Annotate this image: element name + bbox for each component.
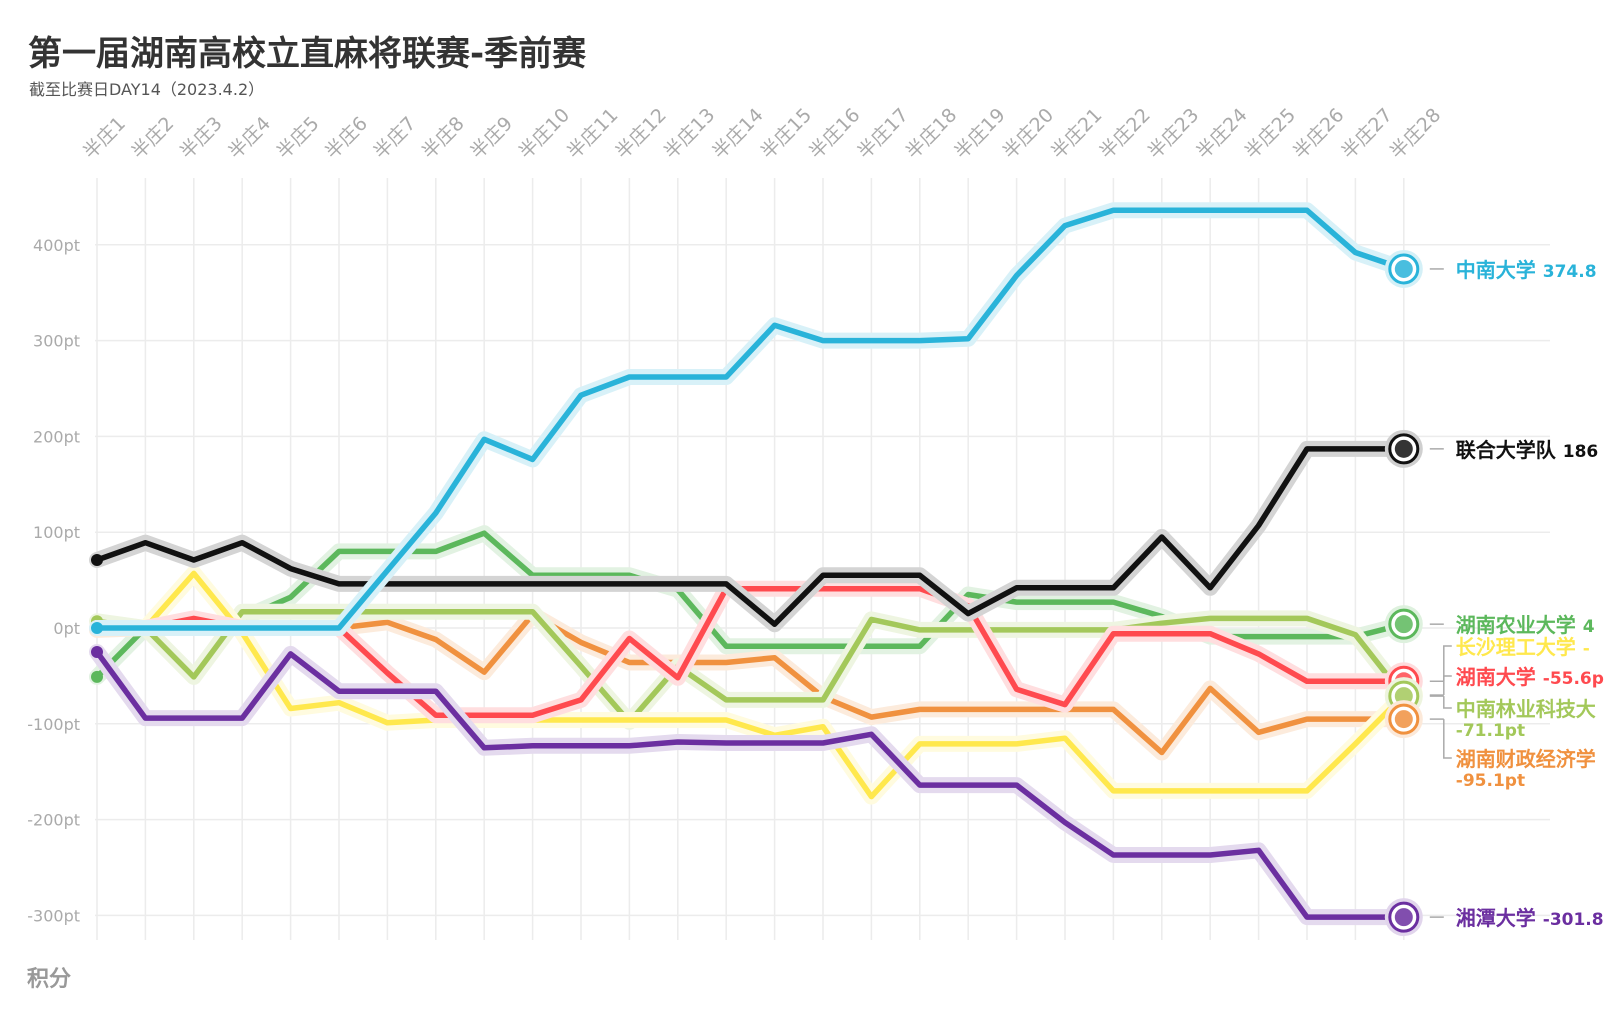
series-line-1: [94, 207, 1407, 631]
series-start-point: [91, 622, 103, 634]
x-tick-label: 半庄21: [1047, 104, 1107, 164]
x-tick-label: 半庄23: [1144, 104, 1204, 164]
x-tick-label: 半庄8: [418, 113, 469, 164]
y-tick-label: -100pt: [27, 715, 80, 734]
x-tick-label: 半庄2: [127, 113, 178, 164]
x-tick-label: 半庄27: [1337, 104, 1397, 164]
series-end-label: 湖南大学 -55.6p: [1456, 665, 1604, 689]
series-line-8: [94, 649, 1407, 920]
series-line-4: [94, 570, 1407, 800]
x-tick-label: 半庄1: [79, 113, 130, 164]
series-end-label: 湖南财政经济学: [1456, 747, 1596, 771]
x-tick-label: 半庄13: [660, 104, 720, 164]
series-end-label: 联合大学队 186: [1456, 438, 1598, 462]
y-tick-label: -200pt: [27, 811, 80, 830]
label-connector: [1443, 675, 1452, 682]
series-end-value: -95.1pt: [1456, 771, 1525, 791]
series-end-label: 湖南农业大学 4: [1456, 613, 1595, 637]
x-tick-label: 半庄9: [466, 113, 517, 164]
series-end-logo-center: [1394, 615, 1413, 634]
series-end-value: -71.1pt: [1456, 721, 1525, 741]
x-tick-label: 半庄17: [853, 104, 913, 164]
x-tick-label: 半庄25: [1241, 104, 1301, 164]
series-end-label: 湘潭大学 -301.8: [1456, 906, 1604, 930]
x-tick-label: 半庄5: [273, 113, 324, 164]
x-tick-label: 半庄22: [1095, 104, 1155, 164]
x-tick-label: 半庄14: [708, 104, 768, 164]
x-tick-label: 半庄15: [757, 104, 817, 164]
series-end-label: 中南林业科技大: [1456, 697, 1596, 721]
series-lines: [89, 202, 1412, 926]
series-end-logo-center: [1394, 908, 1413, 927]
x-tick-label: 半庄10: [515, 104, 575, 164]
y-tick-label: 100pt: [33, 523, 80, 542]
series-end-logo-center: [1394, 710, 1413, 729]
series-line-6: [94, 608, 1407, 725]
series-start-point: [91, 645, 103, 658]
y-tick-label: 300pt: [33, 332, 80, 351]
x-tick-label: 半庄12: [611, 104, 671, 164]
y-tick-label: 200pt: [33, 427, 80, 446]
x-tick-label: 半庄24: [1192, 104, 1252, 164]
chart-title: 第一届湖南高校立直麻将联赛-季前赛: [28, 34, 587, 74]
series-line-2: [94, 446, 1407, 627]
series-end-logo-center: [1394, 259, 1413, 278]
x-tick-label: 半庄18: [902, 104, 962, 164]
x-tick-label: 半庄19: [950, 104, 1010, 164]
x-axis-ticks: 半庄1半庄2半庄3半庄4半庄5半庄6半庄7半庄8半庄9半庄10半庄11半庄12半…: [79, 104, 1445, 164]
x-tick-label: 半庄28: [1386, 104, 1446, 164]
grid: [95, 178, 1550, 940]
x-tick-label: 半庄3: [176, 113, 227, 164]
x-tick-label: 半庄11: [563, 104, 623, 164]
label-connector: [1443, 696, 1452, 709]
series-end-logo-center: [1394, 439, 1413, 458]
x-tick-label: 半庄16: [805, 104, 865, 164]
x-tick-label: 半庄7: [369, 113, 420, 164]
x-tick-label: 半庄6: [321, 113, 372, 164]
series-start-point: [91, 670, 103, 683]
series-end-label: 中南大学 374.8: [1456, 258, 1597, 282]
y-axis-label: 积分: [27, 967, 72, 992]
chart-subtitle: 截至比赛日DAY14（2023.4.2）: [29, 80, 265, 99]
y-tick-label: 400pt: [33, 236, 80, 255]
y-tick-label: -300pt: [27, 906, 80, 925]
label-connector: [1443, 719, 1452, 759]
label-connector: [1443, 645, 1452, 696]
series-end-markers: [1384, 249, 1423, 937]
y-axis-ticks: 400pt 300pt 200pt 100pt 0pt -100pt -200pt -300p…: [27, 236, 80, 926]
x-tick-label: 半庄4: [224, 113, 275, 164]
y-tick-label: 0pt: [53, 619, 80, 638]
series-end-label: 长沙理工大学 -: [1456, 635, 1590, 659]
series-start-point: [91, 553, 103, 566]
series-end-logo-center: [1394, 687, 1413, 706]
x-tick-label: 半庄26: [1289, 104, 1349, 164]
x-tick-label: 半庄20: [999, 104, 1059, 164]
